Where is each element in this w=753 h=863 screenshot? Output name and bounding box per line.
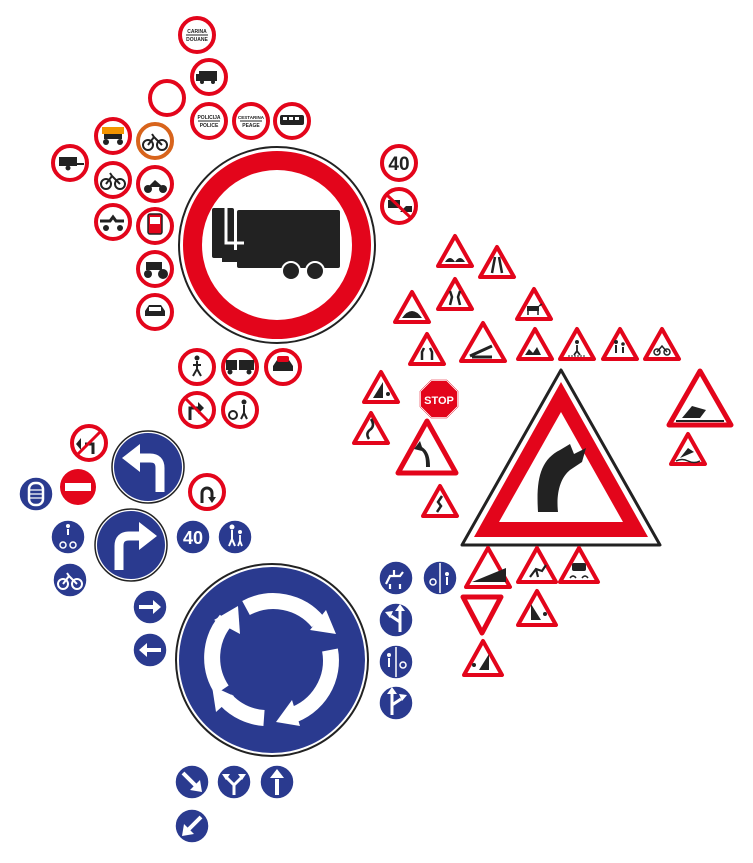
uneven-road-sign — [436, 234, 474, 268]
no-pedestrians-sign — [178, 348, 216, 386]
no-trailer-sign — [51, 144, 89, 182]
no-agricultural-vehicles-sign — [136, 250, 174, 288]
yield-sign — [460, 594, 504, 636]
svg-text:40: 40 — [183, 528, 203, 548]
no-overtaking-trucks-sign — [380, 187, 418, 225]
speed-limit-40-sign: 40 — [380, 144, 418, 182]
segregated-path-sign — [422, 560, 458, 596]
svg-text:40: 40 — [388, 154, 409, 175]
no-right-turn-sign — [178, 391, 216, 429]
roundabout-icon — [204, 593, 339, 726]
diagonal-down-right-arrow-sign — [174, 764, 210, 800]
curve-right-warning-sign-large — [460, 368, 662, 547]
straight-right-arrow-sign — [132, 589, 168, 625]
bridle-path-sign — [378, 560, 414, 596]
no-tractors-sign — [94, 117, 132, 155]
turn-right-mandatory-sign — [94, 508, 168, 582]
svg-text:STOP: STOP — [424, 395, 454, 407]
curve-right-icon — [537, 444, 586, 512]
svg-text:DOUANE: DOUANE — [186, 37, 208, 43]
warning-signs-group: STOP — [352, 234, 734, 677]
svg-text:PEAGE: PEAGE — [242, 123, 260, 129]
svg-text:CARINA: CARINA — [187, 29, 207, 35]
straight-ahead-arrow-sign — [259, 764, 295, 800]
keep-right-straight-sign — [378, 685, 414, 721]
police-stop-sign: POLICIJA POLICE — [190, 102, 228, 140]
svg-text:POLICE: POLICE — [200, 123, 219, 129]
prohibitory-signs-group: CARINA DOUANE POLICIJA POLICE CESTARINA … — [51, 16, 418, 429]
road-narrows-both-sign — [436, 277, 474, 311]
no-cars-sign — [136, 293, 174, 331]
double-curve-sign — [352, 411, 390, 445]
no-entry-sign — [60, 469, 96, 505]
deer-crossing-sign — [516, 546, 558, 584]
embankment-sign — [666, 368, 734, 428]
mandatory-signs-group: 40 — [18, 424, 458, 844]
road-narrows-sign — [478, 245, 516, 279]
toll-stop-sign: CESTARINA PEAGE — [232, 102, 270, 140]
cycle-path-sign — [52, 562, 88, 598]
bump-sign — [393, 290, 431, 324]
no-bicycles-orange-sign — [136, 122, 174, 160]
no-horse-carts-sign — [94, 203, 132, 241]
no-buses-sign — [273, 102, 311, 140]
svg-text:POLICIJA: POLICIJA — [197, 115, 220, 121]
no-motorcycles-sign — [136, 165, 174, 203]
keep-left-straight-sign — [378, 602, 414, 638]
roundabout-sign-large — [175, 563, 369, 757]
steep-descent-sign — [464, 546, 512, 589]
pedestrian-path-sign — [217, 519, 253, 555]
rough-road-sign — [516, 327, 554, 361]
no-cycling-sign — [94, 161, 132, 199]
diagonal-down-left-arrow-sign — [174, 808, 210, 844]
no-vehicles-sign — [148, 79, 186, 117]
opening-bridge-sign — [459, 321, 507, 363]
no-left-turn-sign — [70, 424, 108, 462]
no-handcarts-sign — [221, 391, 259, 429]
svg-text:CESTARINA: CESTARINA — [238, 115, 265, 120]
cattle-crossing-sign — [515, 287, 553, 321]
minimum-speed-40-sign: 40 — [175, 519, 211, 555]
winding-road-sign — [421, 484, 459, 518]
falling-rocks-sign — [362, 370, 400, 404]
road-narrows-left-sign — [408, 332, 446, 366]
pedestrian-crossing-sign — [558, 327, 596, 361]
no-hazard-vehicles-sign — [136, 207, 174, 245]
truck-with-trailer-icon — [212, 208, 340, 281]
slippery-road-sign — [558, 546, 600, 584]
curve-left-warning-sign — [395, 418, 459, 476]
cyclists-sign — [643, 327, 681, 361]
no-u-turn-sign — [188, 473, 226, 511]
turn-left-mandatory-sign — [111, 430, 185, 504]
straight-left-arrow-sign — [132, 632, 168, 668]
slippery-shore-sign — [669, 432, 707, 466]
children-sign — [601, 327, 639, 361]
rockfall-right-sign — [516, 589, 558, 627]
stop-sign: STOP — [419, 379, 459, 419]
no-goods-vehicle-sign — [190, 58, 228, 96]
fork-left-right-sign — [216, 764, 252, 800]
snow-chains-sign — [18, 476, 54, 512]
no-truck-trailer-sign — [221, 348, 259, 386]
no-dangerous-goods-car-sign — [264, 348, 302, 386]
no-trucks-sign-large — [178, 146, 376, 344]
customs-stop-sign: CARINA DOUANE — [178, 16, 216, 54]
shared-path-sign — [50, 519, 86, 555]
rockfall-left-sign — [462, 639, 504, 677]
segregated-pedestrian-path-sign — [378, 644, 414, 680]
